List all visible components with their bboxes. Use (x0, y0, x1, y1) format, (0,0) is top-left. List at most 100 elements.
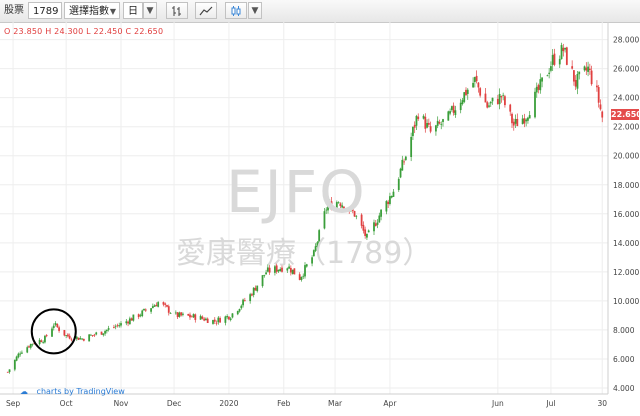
grid (0, 22, 608, 394)
candle-body (521, 118, 524, 125)
bar-style-button[interactable] (166, 2, 188, 19)
low-value: 22.450 (93, 27, 123, 36)
candle-body (339, 203, 342, 207)
price-tick-label: 4.000 (613, 384, 635, 393)
candle-body (274, 266, 276, 273)
type-label: 股票 (4, 5, 24, 16)
candle-body (312, 250, 315, 257)
candle-body (355, 215, 358, 217)
candle-body (118, 325, 121, 327)
candle-body (114, 326, 117, 328)
candle-body (500, 96, 503, 98)
candle-body (461, 100, 464, 105)
ohlc-bars-icon (172, 6, 181, 16)
candle-body (81, 338, 83, 340)
time-tick-label: 30 (597, 399, 607, 408)
time-tick-label: Sep (6, 399, 20, 408)
candle-body (180, 312, 183, 316)
candle-body (574, 79, 577, 87)
candlestick-icon (231, 6, 241, 16)
price-tick-label: 10.000 (613, 297, 639, 306)
candle-body (528, 115, 531, 119)
candle-body (275, 265, 278, 272)
candle-body (67, 334, 69, 337)
candle-body (300, 276, 303, 281)
candle-body (58, 327, 60, 331)
candle-body (330, 201, 333, 210)
price-tick-label: 26.000 (613, 65, 639, 74)
candle-body (548, 72, 551, 74)
candle-body (459, 102, 462, 111)
candle-body (413, 124, 416, 128)
candle-body (404, 156, 407, 160)
time-tick-label: Dec (167, 399, 182, 408)
candle-body (40, 340, 43, 343)
candle-body (527, 117, 529, 121)
candle-body (187, 313, 190, 316)
candle-body (560, 45, 563, 60)
candle-body (52, 325, 55, 328)
candle-body (596, 85, 598, 88)
tradingview-attribution[interactable]: ☁ charts by TradingView (20, 387, 125, 396)
candle-body (238, 308, 241, 312)
line-style-button[interactable] (195, 2, 217, 19)
candle-body (113, 327, 115, 328)
candle-body (452, 105, 455, 113)
candle-body (157, 302, 160, 307)
price-axis: 4.000 6.000 8.000 10.000 12.000 14.000 16.000 1… (613, 36, 639, 393)
watermark-ticker: EJFO (226, 158, 367, 226)
candle-body (576, 74, 579, 89)
time-tick-label: Nov (114, 399, 129, 408)
chart-style-dropdown-button[interactable]: ▼ (248, 2, 262, 19)
candle-body (21, 352, 23, 354)
candle-body (127, 321, 129, 324)
candle-body (139, 315, 142, 317)
interval-dropdown-button[interactable]: ▼ (143, 2, 157, 19)
candle-body (236, 311, 239, 315)
candle-style-button[interactable] (225, 2, 247, 19)
candle-body (93, 334, 96, 336)
interval-select[interactable]: 日 (123, 2, 143, 19)
tradingview-logo-icon: ☁ (20, 387, 28, 396)
candle-body (256, 285, 259, 292)
candle-body (226, 316, 229, 318)
candle-body (176, 312, 179, 318)
candle-body (281, 267, 283, 272)
candle-body (558, 58, 561, 65)
indicator-select[interactable]: 選擇指數 ▼ (64, 2, 120, 19)
price-chart[interactable]: 4.000 6.000 8.000 10.000 12.000 14.000 16.000 1… (0, 22, 640, 416)
candle-body (224, 316, 227, 323)
candle-body (268, 267, 271, 273)
candle-body (564, 47, 566, 50)
candle-body (475, 75, 478, 82)
time-tick-label: Apr (383, 399, 397, 408)
symbol-input[interactable]: 1789 (28, 2, 62, 19)
candle-body (128, 318, 131, 325)
candle-body (426, 122, 428, 128)
price-tick-label: 12.000 (613, 268, 639, 277)
candle-body (44, 335, 46, 343)
candle-body (440, 123, 443, 125)
candle-body (397, 178, 400, 190)
candle-body (588, 68, 591, 70)
price-tick-label: 28.000 (613, 36, 639, 45)
candle-body (192, 314, 195, 318)
time-tick-label: 2020 (219, 399, 238, 408)
candle-body (88, 334, 91, 342)
candle-body (75, 336, 78, 339)
high-label: H (45, 27, 52, 36)
candle-body (399, 168, 402, 178)
candle-body (392, 191, 395, 197)
candle-body (389, 196, 391, 204)
candle-body (465, 89, 467, 96)
close-value: 22.650 (134, 27, 164, 36)
time-tick-label: Mar (328, 399, 343, 408)
candle-body (252, 287, 255, 296)
candle-body (63, 329, 66, 336)
candle-body (341, 205, 344, 208)
candle-body (125, 321, 128, 324)
candle-body (174, 312, 177, 314)
candle-body (261, 275, 264, 287)
candle-body (155, 304, 158, 307)
candle-body (178, 312, 181, 317)
